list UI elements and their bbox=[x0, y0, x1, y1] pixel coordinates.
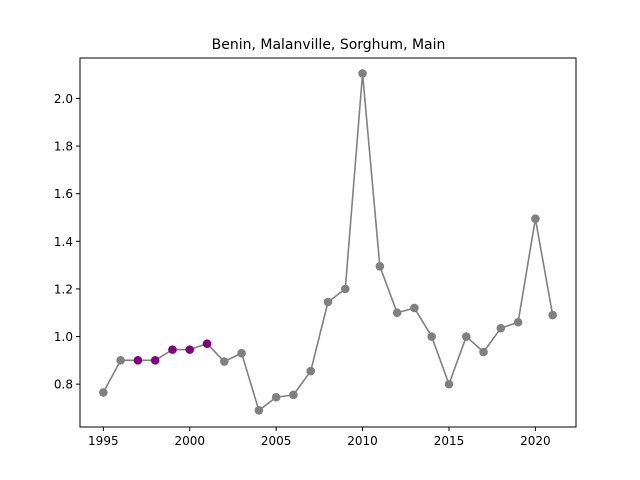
highlighted-data-point bbox=[150, 356, 160, 365]
data-point bbox=[375, 262, 385, 271]
data-point bbox=[340, 284, 350, 294]
data-point bbox=[531, 214, 540, 223]
data-point bbox=[548, 310, 557, 320]
x-tick-label: 2015 bbox=[434, 434, 465, 448]
x-tick-label: 2020 bbox=[520, 434, 551, 448]
y-tick-label: 1.2 bbox=[54, 282, 73, 296]
highlighted-data-point bbox=[133, 356, 143, 365]
x-tick-label: 1995 bbox=[88, 434, 119, 448]
data-point bbox=[461, 332, 471, 341]
data-point bbox=[116, 356, 125, 365]
data-point bbox=[410, 303, 419, 313]
x-tick-label: 2005 bbox=[261, 434, 292, 448]
data-point bbox=[427, 332, 436, 341]
axes-frame bbox=[79, 57, 577, 428]
highlighted-data-point bbox=[168, 345, 177, 354]
data-point bbox=[479, 347, 488, 357]
data-point bbox=[99, 388, 108, 397]
data-point bbox=[254, 406, 264, 415]
y-tick-label: 1.0 bbox=[54, 330, 73, 344]
data-point bbox=[289, 390, 298, 400]
plot-area: 1995 2000 2005 2010 2015 2020 0.8 1.0 1.2 1.4 1.6 1… bbox=[54, 57, 577, 448]
data-point bbox=[513, 317, 523, 327]
highlighted-data-point bbox=[185, 345, 195, 354]
y-tick-label: 0.8 bbox=[54, 378, 73, 392]
y-tick-label: 1.8 bbox=[54, 140, 73, 154]
highlighted-data-point bbox=[202, 339, 212, 348]
data-point bbox=[271, 392, 281, 402]
data-point bbox=[306, 366, 316, 376]
x-tick-label: 2000 bbox=[174, 434, 205, 448]
chart-title: Benin, Malanville, Sorghum, Main bbox=[212, 37, 446, 53]
data-point bbox=[496, 323, 506, 333]
y-tick-label: 1.4 bbox=[54, 235, 73, 249]
series-line bbox=[102, 72, 554, 412]
x-tick-label: 2010 bbox=[347, 434, 378, 448]
data-point bbox=[358, 69, 367, 78]
data-point bbox=[220, 357, 229, 366]
data-point bbox=[323, 297, 333, 307]
y-tick-label: 1.6 bbox=[54, 187, 73, 201]
data-point bbox=[237, 348, 246, 358]
data-point bbox=[444, 379, 454, 389]
data-point bbox=[392, 308, 402, 318]
y-tick-label: 2.0 bbox=[54, 92, 73, 106]
